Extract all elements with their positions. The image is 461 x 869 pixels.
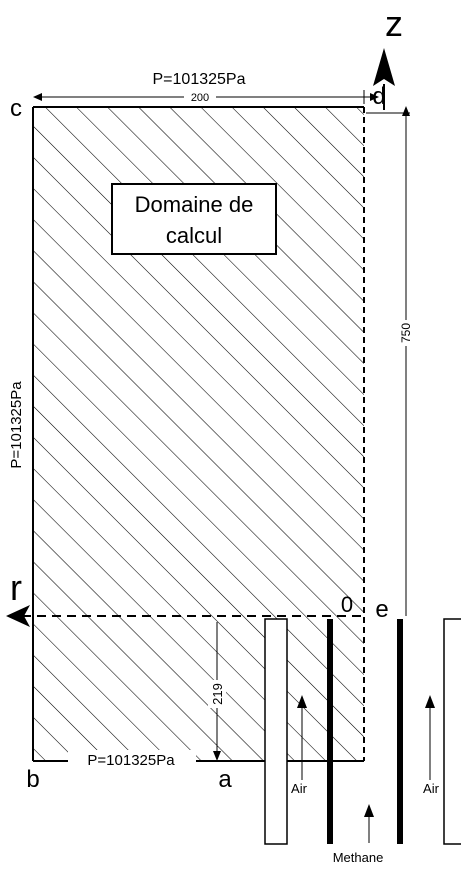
domain-label-line1: Domaine de [135, 192, 254, 217]
domain-label-line2: calcul [166, 223, 222, 248]
dim-200-label-bg [184, 90, 216, 104]
point-d-label: d [372, 83, 385, 110]
air-right-label: Air [423, 781, 440, 796]
outer-air-tube-wall [443, 618, 461, 845]
point-c-label: c [10, 95, 22, 122]
dim-219-arrow-bottom [213, 751, 221, 761]
pressure-bottom-label-bg [68, 750, 196, 770]
z-axis-arrowhead [373, 48, 395, 86]
methane-tube-wall-left [327, 619, 333, 844]
inner-air-tube-wall [264, 618, 288, 845]
dim-200-arrow-right [370, 93, 379, 101]
air-left-label: Air [291, 781, 308, 796]
dim-750-arrow-top [402, 106, 410, 116]
domain-label-box [111, 183, 277, 255]
methane-label: Methane [333, 850, 384, 865]
point-e-label: e [375, 596, 388, 623]
pressure-top-label: P=101325Pa [153, 71, 246, 88]
methane-tube-wall-right [397, 619, 403, 844]
air-left-arrowhead [297, 695, 307, 708]
point-b-label: b [26, 766, 39, 793]
pressure-bottom-label: P=101325Pa [87, 752, 175, 769]
dim-200-arrow-left [33, 93, 42, 101]
z-axis-label: z [385, 3, 403, 44]
methane-arrowhead [364, 804, 374, 817]
point-a-label: a [218, 766, 232, 793]
air-right-arrowhead [425, 695, 435, 708]
dim-219-label-bg [208, 680, 226, 708]
domain-hatch-lower [33, 616, 364, 761]
dim-200-label: 200 [191, 92, 209, 104]
pressure-left-label: P=101325Pa [8, 381, 25, 469]
dim-750-label: 750 [399, 323, 413, 343]
dim-219-label: 219 [210, 683, 225, 705]
dim-750-label-bg [396, 320, 416, 346]
r-axis-arrowhead [6, 605, 30, 627]
r-axis-label: r [10, 567, 22, 608]
origin-label: 0 [341, 592, 353, 617]
